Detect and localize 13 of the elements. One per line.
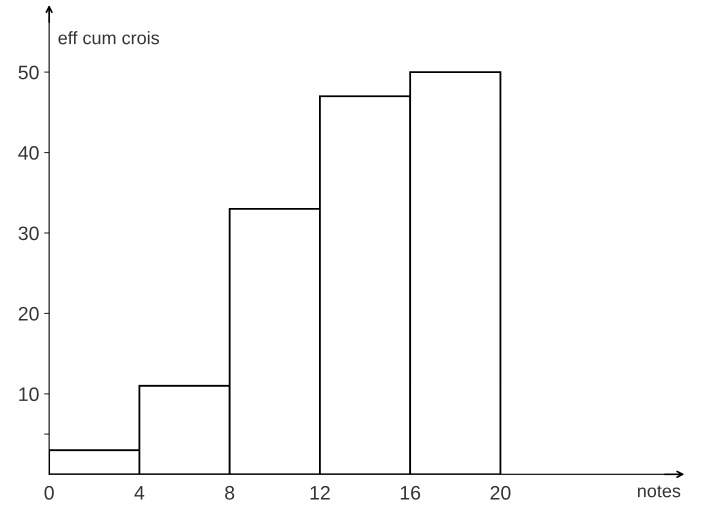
x-tick-label: 0	[44, 486, 54, 500]
x-tick-label: 8	[225, 486, 234, 500]
y-tick-label: 10	[19, 387, 39, 402]
x-tick-label: 4	[134, 486, 144, 500]
x-tick-label: 16	[400, 486, 420, 500]
y-tick-label: 30	[18, 226, 39, 240]
y-axis-title: eff cum crois	[58, 31, 160, 44]
x-tick-label: 12	[310, 486, 330, 500]
x-axis-title: notes	[638, 486, 680, 498]
y-tick-label: 40	[18, 146, 39, 160]
y-tick-label: 50	[18, 66, 39, 80]
y-tick-label: 20	[18, 306, 39, 321]
x-tick-label: 20	[490, 486, 510, 500]
